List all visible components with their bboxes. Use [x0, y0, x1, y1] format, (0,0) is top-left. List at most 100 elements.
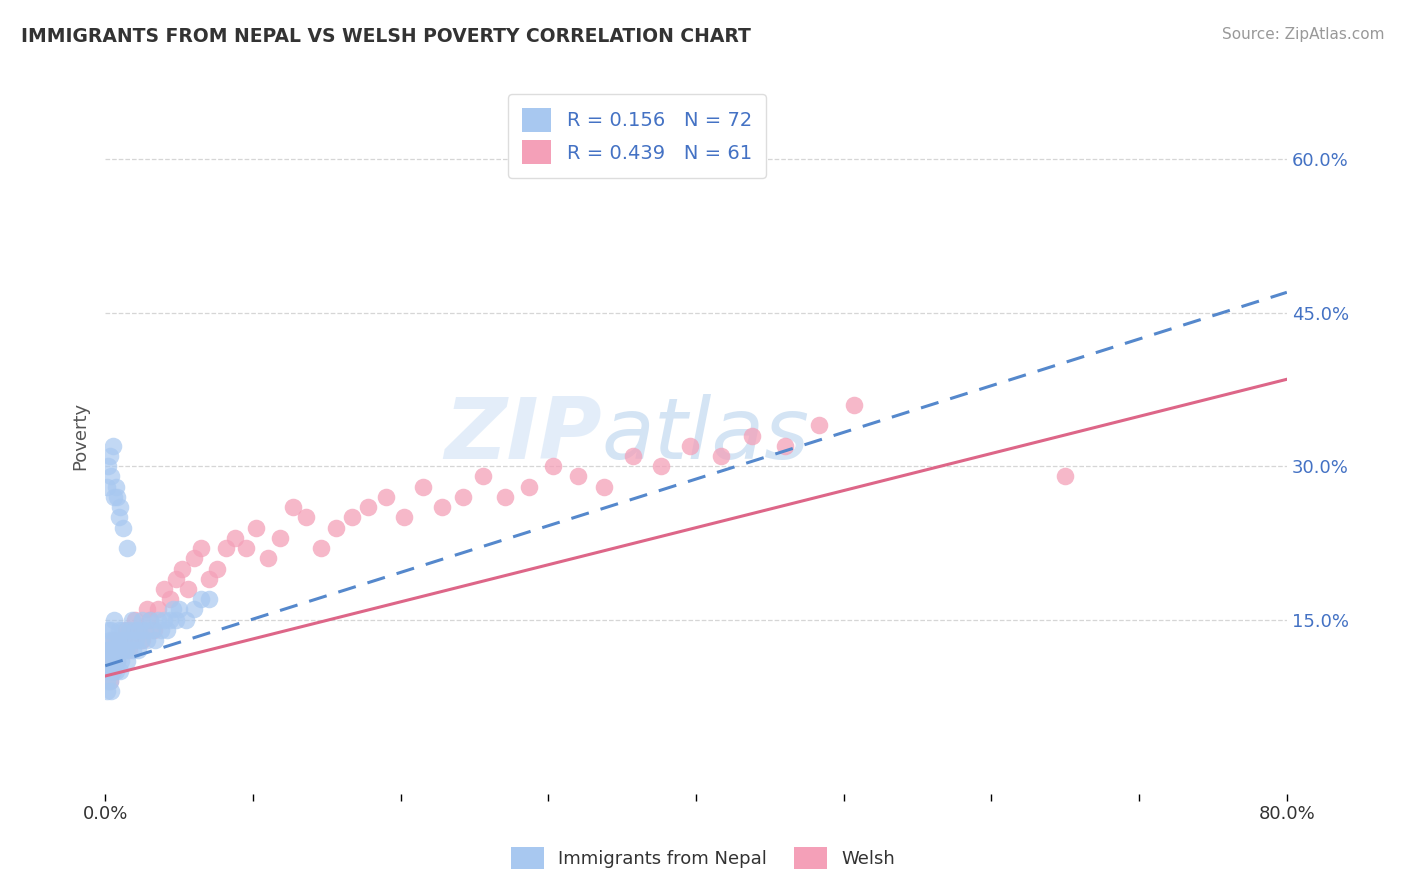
- Point: [98, 674, 121, 689]
- Point: [97, 623, 120, 637]
- Point: [103, 613, 125, 627]
- Legend: R = 0.156   N = 72, R = 0.439   N = 61: R = 0.156 N = 72, R = 0.439 N = 61: [509, 95, 765, 178]
- Point: [148, 602, 170, 616]
- Point: [593, 480, 616, 494]
- Point: [495, 490, 517, 504]
- Point: [103, 490, 125, 504]
- Point: [124, 623, 146, 637]
- Point: [103, 654, 125, 668]
- Point: [122, 643, 145, 657]
- Point: [96, 643, 118, 657]
- Point: [121, 613, 143, 627]
- Point: [150, 623, 173, 637]
- Point: [118, 643, 141, 657]
- Point: [183, 551, 205, 566]
- Point: [374, 490, 396, 504]
- Point: [357, 500, 380, 515]
- Point: [197, 592, 219, 607]
- Point: [156, 623, 179, 637]
- Point: [245, 521, 267, 535]
- Point: [741, 428, 763, 442]
- Point: [138, 613, 160, 627]
- Point: [340, 510, 363, 524]
- Point: [111, 623, 134, 637]
- Point: [111, 643, 134, 657]
- Point: [108, 664, 131, 678]
- Point: [117, 541, 139, 555]
- Point: [101, 643, 124, 657]
- Point: [295, 510, 318, 524]
- Point: [190, 592, 212, 607]
- Point: [98, 654, 121, 668]
- Point: [127, 623, 149, 637]
- Point: [115, 623, 138, 637]
- Point: [710, 449, 733, 463]
- Point: [111, 521, 134, 535]
- Point: [142, 623, 165, 637]
- Point: [131, 613, 153, 627]
- Point: [107, 510, 129, 524]
- Y-axis label: Poverty: Poverty: [72, 401, 89, 469]
- Point: [98, 633, 121, 648]
- Point: [101, 633, 124, 648]
- Point: [104, 643, 127, 657]
- Point: [650, 459, 672, 474]
- Point: [117, 654, 139, 668]
- Point: [105, 654, 128, 668]
- Point: [412, 480, 434, 494]
- Point: [176, 613, 198, 627]
- Point: [517, 480, 540, 494]
- Point: [430, 500, 453, 515]
- Point: [138, 613, 160, 627]
- Point: [224, 531, 246, 545]
- Point: [134, 623, 156, 637]
- Point: [115, 643, 138, 657]
- Text: atlas: atlas: [602, 394, 810, 477]
- Point: [807, 418, 830, 433]
- Point: [190, 541, 212, 555]
- Point: [541, 459, 564, 474]
- Point: [197, 572, 219, 586]
- Point: [97, 459, 120, 474]
- Point: [97, 654, 120, 668]
- Point: [215, 541, 238, 555]
- Point: [105, 633, 128, 648]
- Point: [124, 613, 146, 627]
- Point: [235, 541, 257, 555]
- Point: [127, 643, 149, 657]
- Point: [1054, 469, 1077, 483]
- Point: [107, 643, 129, 657]
- Point: [129, 633, 152, 648]
- Point: [104, 643, 127, 657]
- Point: [112, 633, 135, 648]
- Point: [125, 633, 148, 648]
- Point: [145, 633, 167, 648]
- Point: [96, 664, 118, 678]
- Point: [108, 633, 131, 648]
- Point: [98, 674, 121, 689]
- Point: [207, 561, 229, 575]
- Point: [100, 623, 122, 637]
- Point: [108, 643, 131, 657]
- Point: [110, 654, 132, 668]
- Point: [103, 633, 125, 648]
- Point: [159, 613, 181, 627]
- Point: [773, 439, 796, 453]
- Point: [162, 602, 184, 616]
- Point: [177, 582, 200, 596]
- Text: IMMIGRANTS FROM NEPAL VS WELSH POVERTY CORRELATION CHART: IMMIGRANTS FROM NEPAL VS WELSH POVERTY C…: [21, 27, 751, 45]
- Point: [167, 602, 190, 616]
- Point: [96, 480, 118, 494]
- Point: [100, 469, 122, 483]
- Point: [567, 469, 589, 483]
- Point: [105, 654, 128, 668]
- Point: [153, 613, 176, 627]
- Point: [183, 602, 205, 616]
- Point: [159, 592, 181, 607]
- Point: [128, 623, 150, 637]
- Point: [101, 439, 124, 453]
- Point: [107, 623, 129, 637]
- Point: [269, 531, 291, 545]
- Point: [679, 439, 702, 453]
- Point: [135, 633, 157, 648]
